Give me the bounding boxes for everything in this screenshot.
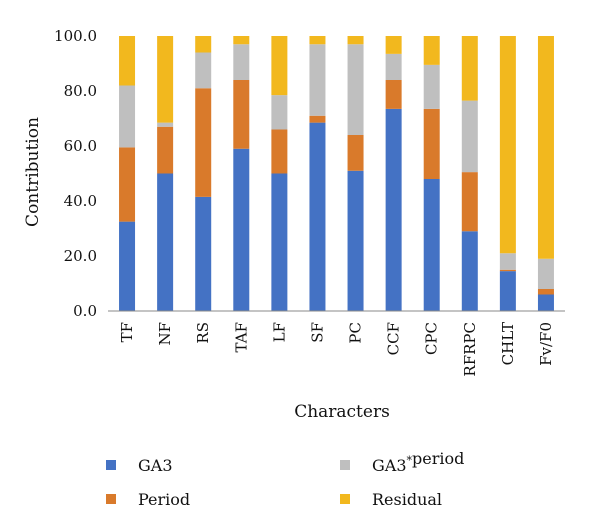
bar-period-nf (157, 126, 174, 174)
bar-ga3-period-pc (347, 44, 364, 135)
bar-residual-rs (195, 36, 212, 53)
bar-ga3-sf (309, 122, 326, 311)
bars (119, 36, 554, 311)
y-tick-label: 60.0 (64, 137, 97, 155)
legend-label-residual: Residual (372, 490, 442, 509)
bar-ga3-taf (233, 148, 250, 311)
bar-period-tf (119, 147, 136, 222)
bar-residual-tf (119, 36, 136, 86)
x-tick-label: TF (118, 322, 136, 342)
bar-period-taf (233, 80, 250, 149)
y-tick-label: 0.0 (73, 302, 97, 320)
bar-period-chlt (499, 269, 516, 272)
x-tick-label: Fv/F0 (537, 322, 555, 366)
bar-ga3-period-chlt (499, 253, 516, 270)
y-axis-title: Contribution (23, 117, 43, 227)
legend-swatch-residual (340, 494, 350, 504)
bar-ga3-cpc (423, 179, 440, 311)
y-tick-label: 80.0 (64, 82, 97, 100)
bar-residual-chlt (499, 36, 516, 254)
bar-ga3-tf (119, 221, 136, 311)
x-tick-label: NF (156, 322, 174, 346)
x-tick-label: TAF (232, 322, 250, 352)
y-tick-label: 20.0 (64, 247, 97, 265)
bar-period-pc (347, 135, 364, 171)
bar-period-ccf (385, 80, 402, 109)
bar-residual-rfrpc (461, 36, 478, 101)
bar-period-cpc (423, 108, 440, 179)
bar-ga3-period-lf (271, 95, 288, 130)
bar-ga3-ccf (385, 108, 402, 311)
bar-ga3-fv-f0 (537, 294, 554, 311)
y-tick-label: 100.0 (54, 27, 97, 45)
bar-ga3-period-taf (233, 44, 250, 80)
y-axis-ticks: 0.0 20.0 40.0 60.0 80.0 100.0 (54, 27, 97, 320)
bar-residual-lf (271, 36, 288, 96)
bar-ga3-chlt (499, 271, 516, 311)
bar-period-rs (195, 88, 212, 197)
bar-ga3-period-sf (309, 44, 326, 116)
bar-residual-sf (309, 36, 326, 45)
bar-residual-cpc (423, 36, 440, 65)
bar-residual-nf (157, 36, 174, 123)
bar-period-sf (309, 115, 326, 123)
legend-swatch-period (106, 494, 116, 504)
bar-ga3-pc (347, 170, 364, 311)
x-tick-label: PC (347, 322, 365, 344)
bar-period-fv-f0 (537, 289, 554, 295)
bar-ga3-rs (195, 196, 212, 311)
x-tick-label: RFRPC (461, 322, 479, 377)
y-tick-label: 40.0 (64, 192, 97, 210)
legend-label-ga3-period: GA3*period (372, 449, 464, 475)
legend-swatch-ga3-period (340, 460, 350, 470)
bar-residual-pc (347, 36, 364, 45)
bar-ga3-period-fv-f0 (537, 258, 554, 289)
bar-residual-taf (233, 36, 250, 45)
legend: GA3 Period GA3*period Residual (106, 449, 464, 509)
x-tick-label: CPC (423, 322, 441, 355)
legend-label-period: Period (138, 490, 190, 509)
legend-swatch-ga3 (106, 460, 116, 470)
x-axis-ticks: TF NF RS TAF LF SF PC CCF CPC RFRPC CHLT Fv/F0 (118, 322, 555, 377)
x-tick-label: SF (308, 322, 326, 343)
x-tick-label: LF (270, 322, 288, 342)
bar-period-lf (271, 129, 288, 174)
bar-ga3-period-nf (157, 122, 174, 127)
x-tick-label: CHLT (499, 322, 517, 365)
bar-period-rfrpc (461, 172, 478, 232)
bar-ga3-period-ccf (385, 53, 402, 80)
bar-ga3-rfrpc (461, 231, 478, 311)
bar-residual-ccf (385, 36, 402, 54)
x-tick-label: RS (194, 322, 212, 344)
bar-residual-fv-f0 (537, 36, 554, 259)
bar-ga3-nf (157, 173, 174, 311)
x-axis-title: Characters (294, 402, 390, 422)
x-tick-label: CCF (385, 322, 403, 355)
bar-ga3-period-rs (195, 52, 212, 89)
bar-ga3-period-cpc (423, 64, 440, 109)
bar-ga3-lf (271, 173, 288, 311)
bar-ga3-period-tf (119, 85, 136, 148)
bar-ga3-period-rfrpc (461, 100, 478, 173)
legend-label-ga3: GA3 (138, 456, 173, 475)
